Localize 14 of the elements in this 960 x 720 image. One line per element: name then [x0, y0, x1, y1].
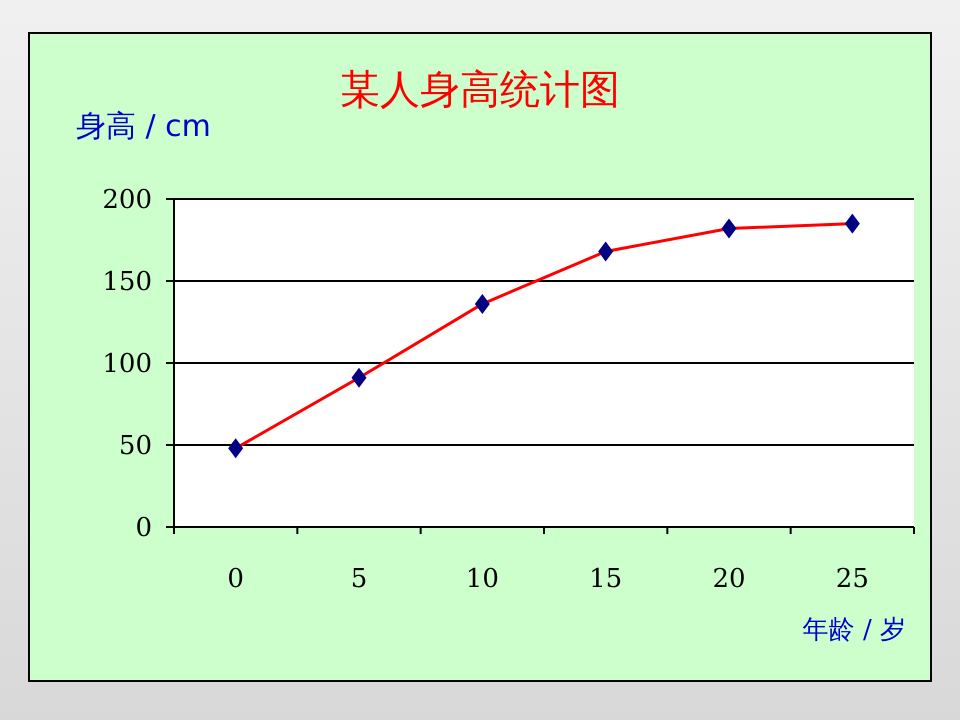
y-tick-label: 200 [102, 185, 152, 216]
chart-title: 某人身高统计图 [340, 67, 620, 113]
x-tick-label: 20 [712, 564, 746, 594]
y-tick-label: 100 [102, 349, 152, 380]
x-tick-label: 25 [836, 564, 869, 594]
x-axis-title: 年龄 / 岁 [802, 614, 906, 647]
y-axis-title: 身高 / cm [76, 108, 211, 146]
y-tick-label: 150 [102, 267, 152, 298]
y-tick-label: 0 [135, 513, 152, 544]
x-tick-label: 10 [466, 564, 499, 594]
y-tick-label: 50 [118, 431, 152, 462]
x-tick-label: 0 [227, 564, 244, 594]
x-tick-label: 5 [350, 564, 368, 594]
x-tick-label: 15 [589, 564, 622, 594]
